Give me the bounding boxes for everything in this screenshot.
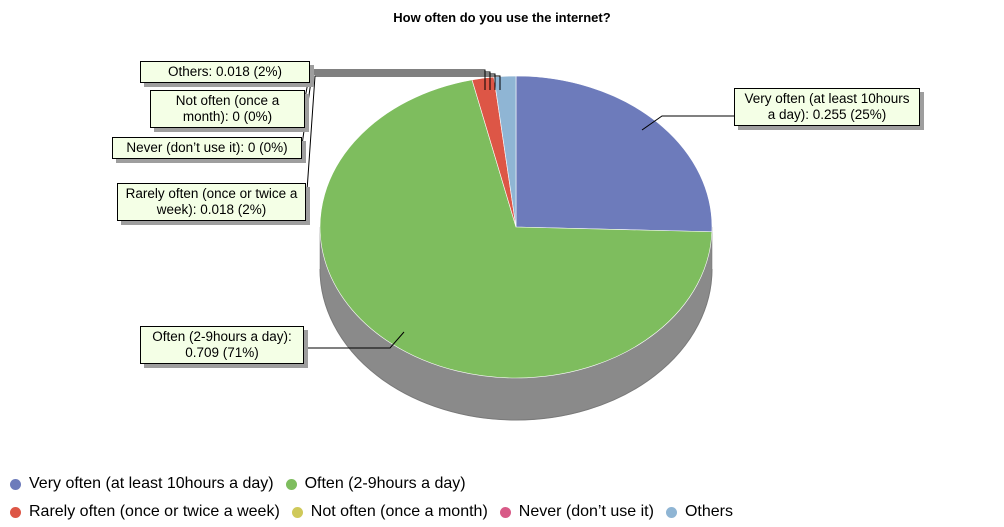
pie-side-edge bbox=[319, 268, 713, 421]
callout-very-often: Very often (at least 10hours a day): 0.2… bbox=[734, 88, 920, 126]
legend-row: Very often (at least 10hours a day) Ofte… bbox=[10, 470, 1000, 498]
pie-slice-others bbox=[493, 75, 517, 228]
legend-item: Never (don’t use it) bbox=[499, 503, 654, 521]
legend-label: Rarely often (once or twice a week) bbox=[29, 503, 280, 520]
callout-never: Never (don’t use it): 0 (0%) bbox=[112, 137, 302, 159]
callout-others: Others: 0.018 (2%) bbox=[140, 61, 310, 83]
legend-item: Others bbox=[665, 503, 733, 521]
leader-others bbox=[310, 69, 486, 90]
legend-marker-often bbox=[285, 478, 297, 490]
pie-slice-very-often bbox=[515, 75, 713, 233]
legend-item: Often (2-9hours a day) bbox=[285, 475, 466, 493]
legend-marker-not-often bbox=[291, 506, 303, 518]
chart-title: How often do you use the internet? bbox=[393, 10, 611, 25]
leader-very-often bbox=[641, 115, 734, 131]
legend-label: Others bbox=[684, 503, 733, 520]
callout-often: Often (2-9hours a day): 0.709 (71%) bbox=[140, 326, 304, 364]
legend-label: Not often (once a month) bbox=[310, 503, 488, 520]
legend: Very often (at least 10hours a day) Ofte… bbox=[10, 470, 1000, 526]
leader-rarely-often bbox=[305, 75, 501, 206]
legend-marker-rarely-often bbox=[10, 506, 21, 518]
legend-marker-never bbox=[499, 506, 511, 518]
legend-label: Often (2-9hours a day) bbox=[304, 475, 466, 492]
legend-item: Very often (at least 10hours a day) bbox=[10, 475, 274, 493]
legend-label: Very often (at least 10hours a day) bbox=[29, 475, 274, 492]
leader-often bbox=[304, 331, 405, 349]
callout-not-often: Not often (once a month): 0 (0%) bbox=[150, 90, 305, 128]
legend-marker-others bbox=[665, 506, 677, 518]
legend-item: Rarely often (once or twice a week) bbox=[10, 503, 280, 521]
legend-label: Never (don’t use it) bbox=[518, 503, 654, 520]
leader-never bbox=[301, 73, 496, 146]
callout-rarely-often: Rarely often (once or twice a week): 0.0… bbox=[117, 183, 306, 221]
legend-marker-very-often bbox=[10, 478, 21, 490]
legend-item: Not often (once a month) bbox=[291, 503, 488, 521]
leader-not-often bbox=[304, 71, 491, 99]
legend-row: Rarely often (once or twice a week) Not … bbox=[10, 498, 1000, 526]
pie-slice-often bbox=[319, 79, 713, 379]
